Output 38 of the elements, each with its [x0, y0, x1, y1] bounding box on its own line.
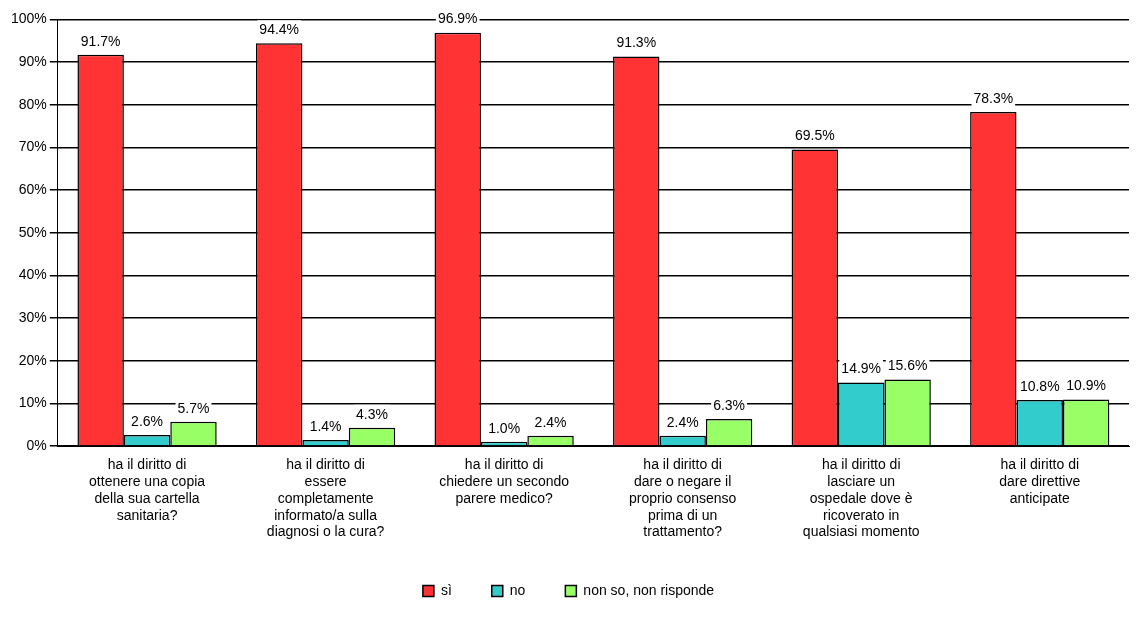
data-label: 96.9%: [437, 10, 478, 27]
legend-label: non so, non risponde: [583, 581, 715, 598]
data-label: 78.3%: [973, 89, 1014, 106]
x-tick-label: ha il diritto di lasciare un ospedale dove è ricoverato in qualsiasi momento: [802, 456, 920, 540]
y-tick-label: 20%: [18, 351, 47, 368]
data-label: 14.9%: [841, 360, 882, 377]
x-tick-label: ha il diritto di dare direttive anticipate: [999, 456, 1081, 506]
data-label: 1.4%: [309, 417, 342, 434]
x-tick-label: ha il diritto di dare o negare il proprio consenso prima di un trattamento?: [628, 456, 737, 540]
legend-label: no: [509, 581, 526, 598]
y-tick-label: 50%: [18, 223, 47, 240]
x-tick-label: ha il diritto di ottenere una copia della sua cartella sanitaria?: [89, 456, 206, 523]
data-label: 2.6%: [131, 412, 164, 429]
data-label: 1.0%: [488, 419, 521, 436]
y-tick-label: 60%: [18, 180, 47, 197]
data-label: 91.3%: [616, 34, 657, 51]
x-tick-label: ha il diritto di essere completamente informato/a sulla diagnosi o la cura?: [266, 456, 385, 540]
y-tick-label: 100%: [10, 10, 47, 27]
y-tick-label: 30%: [18, 308, 47, 325]
data-label: 4.3%: [356, 405, 388, 422]
data-label: 15.6%: [887, 357, 928, 374]
x-tick-label: ha il diritto di chiedere un secondo parere medico?: [439, 456, 570, 506]
data-label: 94.4%: [259, 21, 300, 38]
y-tick-label: 90%: [18, 52, 47, 69]
data-label: 10.8%: [1019, 377, 1060, 394]
data-label: 6.3%: [713, 396, 746, 413]
legend-label: sì: [440, 581, 452, 598]
y-tick-label: 40%: [18, 266, 47, 283]
data-label: 91.7%: [80, 32, 121, 49]
data-label: 5.7%: [177, 399, 210, 416]
y-tick-label: 70%: [18, 138, 47, 155]
y-tick-label: 0%: [26, 436, 47, 453]
data-label: 10.9%: [1066, 377, 1106, 394]
data-label: 69.5%: [794, 127, 835, 144]
y-tick-label: 10%: [18, 394, 47, 411]
data-label: 2.4%: [534, 413, 567, 430]
data-label: 2.4%: [666, 413, 699, 430]
y-tick-label: 80%: [18, 95, 47, 112]
